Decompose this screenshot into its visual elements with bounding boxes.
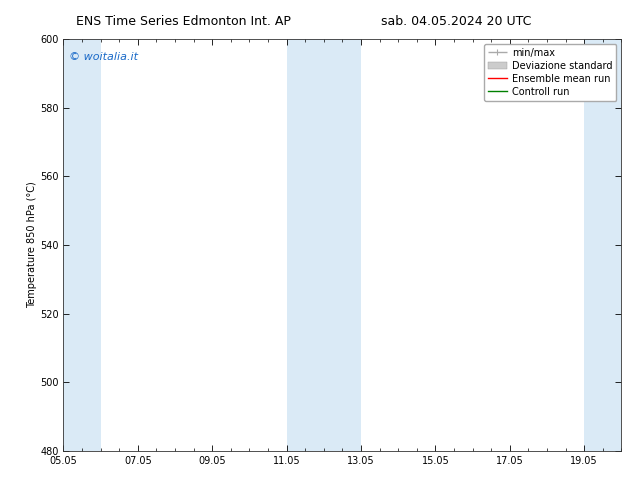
- Text: © woitalia.it: © woitalia.it: [69, 51, 138, 62]
- Y-axis label: Temperature 850 hPa (°C): Temperature 850 hPa (°C): [27, 182, 37, 308]
- Bar: [287, 39, 361, 451]
- Bar: [584, 39, 621, 451]
- Text: sab. 04.05.2024 20 UTC: sab. 04.05.2024 20 UTC: [381, 15, 532, 28]
- Bar: [63, 39, 101, 451]
- Text: ENS Time Series Edmonton Int. AP: ENS Time Series Edmonton Int. AP: [77, 15, 291, 28]
- Legend: min/max, Deviazione standard, Ensemble mean run, Controll run: min/max, Deviazione standard, Ensemble m…: [484, 44, 616, 100]
